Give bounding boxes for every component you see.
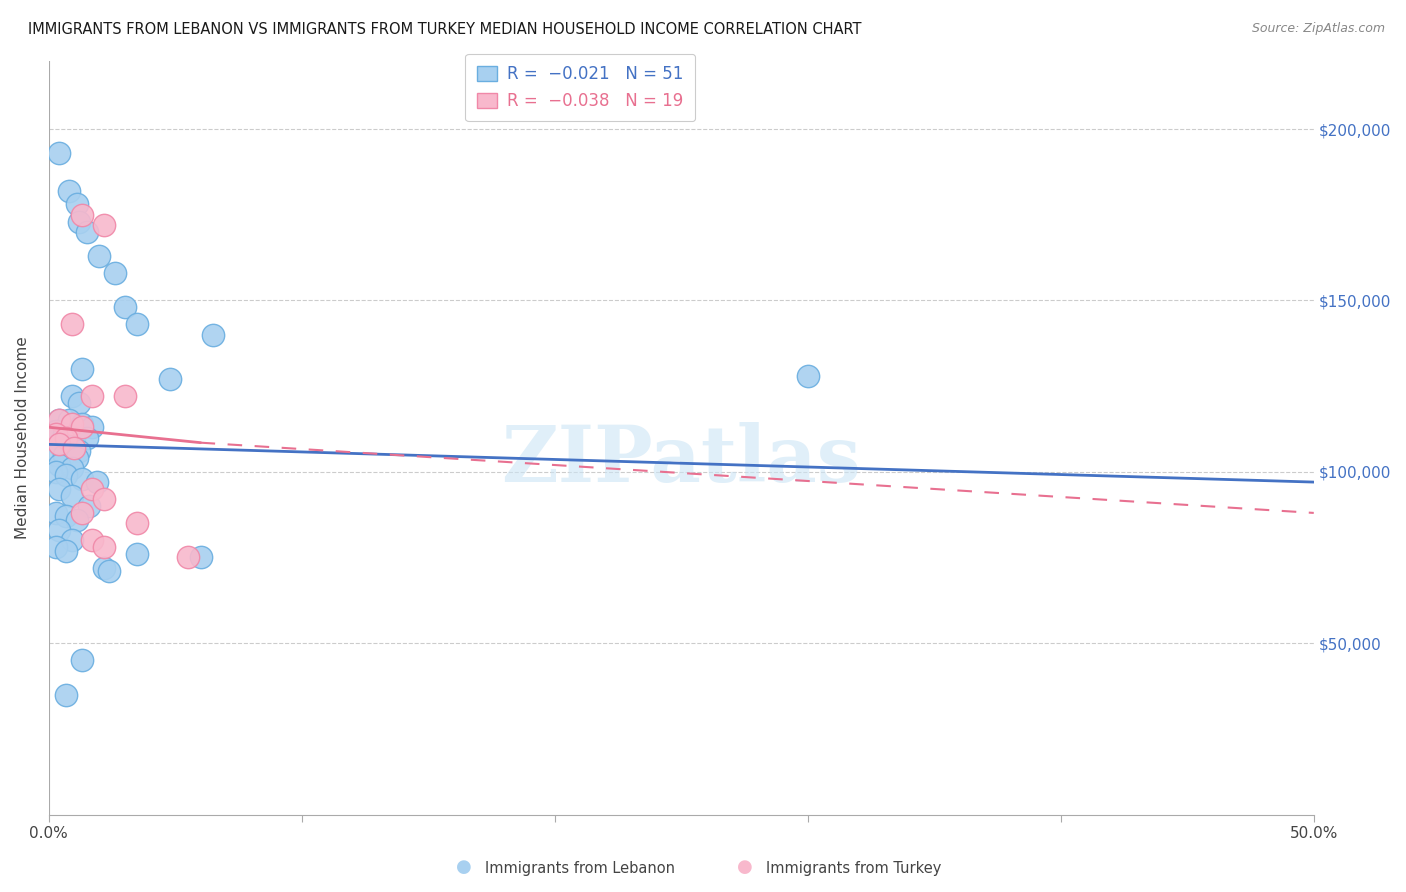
Point [48,458,70,472]
Point [45,424,67,438]
Point [67,396,90,410]
Point [93,218,115,232]
Point [89,249,111,263]
Point [70,362,93,376]
Point [55,688,77,702]
Point [65,197,87,211]
Point [55,543,77,558]
Text: IMMIGRANTS FROM LEBANON VS IMMIGRANTS FROM TURKEY MEDIAN HOUSEHOLD INCOME CORREL: IMMIGRANTS FROM LEBANON VS IMMIGRANTS FR… [28,22,862,37]
Point [127,547,149,561]
Point [70,472,93,486]
Point [80,533,103,548]
Point [190,550,212,565]
Point [63,431,86,445]
Point [93,492,115,507]
Point [45,465,67,479]
Point [52,427,75,442]
Point [60,533,83,548]
Point [86,475,108,489]
Point [55,509,77,524]
Text: Source: ZipAtlas.com: Source: ZipAtlas.com [1251,22,1385,36]
Point [45,540,67,554]
Point [55,431,77,445]
Point [48,413,70,427]
Point [202,327,225,342]
Point [65,451,87,466]
Point [48,413,70,427]
Point [114,301,136,315]
Point [65,513,87,527]
Point [70,417,93,431]
Point [70,653,93,667]
Point [80,420,103,434]
Point [48,482,70,496]
Point [77,499,100,513]
Point [70,506,93,520]
Text: ●: ● [456,858,472,876]
Point [60,417,83,431]
Point [58,441,80,455]
Point [45,448,67,462]
Legend: R =  −0.021   N = 51, R =  −0.038   N = 19: R = −0.021 N = 51, R = −0.038 N = 19 [465,54,695,121]
Point [60,389,83,403]
Point [93,561,115,575]
Point [60,461,83,475]
Point [48,437,70,451]
Point [797,368,820,383]
Point [58,184,80,198]
Point [60,489,83,503]
Text: ●: ● [737,858,754,876]
Point [60,318,83,332]
Point [80,389,103,403]
Point [76,225,98,239]
Point [93,540,115,554]
Point [58,413,80,427]
Point [67,214,90,228]
Point [48,437,70,451]
Point [67,444,90,458]
Point [98,564,121,578]
Point [70,208,93,222]
Point [127,318,149,332]
Point [76,431,98,445]
Point [52,448,75,462]
Point [45,506,67,520]
Text: ZIPatlas: ZIPatlas [502,422,860,498]
Point [127,516,149,531]
Point [177,550,200,565]
Text: Immigrants from Lebanon: Immigrants from Lebanon [485,861,675,876]
Point [63,441,86,455]
Point [48,523,70,537]
Point [114,389,136,403]
Point [48,146,70,161]
Text: Immigrants from Turkey: Immigrants from Turkey [766,861,942,876]
Point [80,482,103,496]
Point [70,420,93,434]
Point [159,372,181,386]
Point [55,468,77,483]
Y-axis label: Median Household Income: Median Household Income [15,336,30,539]
Point [45,427,67,442]
Point [103,266,125,280]
